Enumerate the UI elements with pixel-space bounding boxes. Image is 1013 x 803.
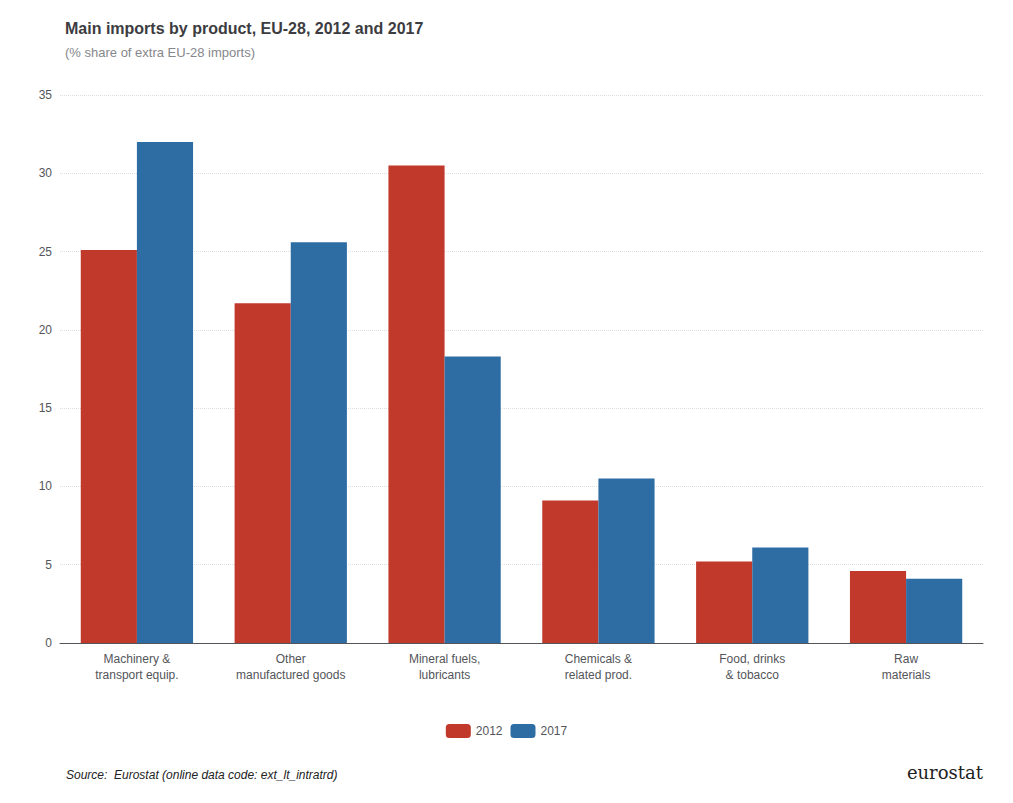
svg-text:eurostat: eurostat xyxy=(907,762,984,783)
svg-text:transport equip.: transport equip. xyxy=(95,668,178,682)
svg-text:Chemicals &: Chemicals & xyxy=(565,652,632,666)
svg-text:Source: Eurostat (online data: Source: Eurostat (online data code: ext_… xyxy=(66,768,337,782)
svg-text:(% share of extra EU-28 import: (% share of extra EU-28 imports) xyxy=(65,45,255,60)
svg-text:Machinery &: Machinery & xyxy=(104,652,171,666)
svg-text:25: 25 xyxy=(39,245,53,259)
svg-text:related prod.: related prod. xyxy=(565,668,632,682)
svg-text:Mineral fuels,: Mineral fuels, xyxy=(409,652,480,666)
svg-text:2017: 2017 xyxy=(541,724,568,738)
svg-text:Food, drinks: Food, drinks xyxy=(719,652,785,666)
svg-text:30: 30 xyxy=(39,166,53,180)
svg-text:Other: Other xyxy=(276,652,306,666)
svg-text:5: 5 xyxy=(45,558,52,572)
svg-text:lubricants: lubricants xyxy=(419,668,470,682)
svg-text:materials: materials xyxy=(882,668,931,682)
svg-text:2012: 2012 xyxy=(476,724,503,738)
svg-text:10: 10 xyxy=(39,479,53,493)
svg-text:0: 0 xyxy=(45,636,52,650)
svg-text:15: 15 xyxy=(39,401,53,415)
svg-text:manufactured goods: manufactured goods xyxy=(236,668,345,682)
svg-text:20: 20 xyxy=(39,323,53,337)
svg-text:& tobacco: & tobacco xyxy=(726,668,780,682)
svg-text:35: 35 xyxy=(39,88,53,102)
svg-text:Main imports by product, EU-28: Main imports by product, EU-28, 2012 and… xyxy=(65,20,423,37)
svg-text:Raw: Raw xyxy=(894,652,918,666)
